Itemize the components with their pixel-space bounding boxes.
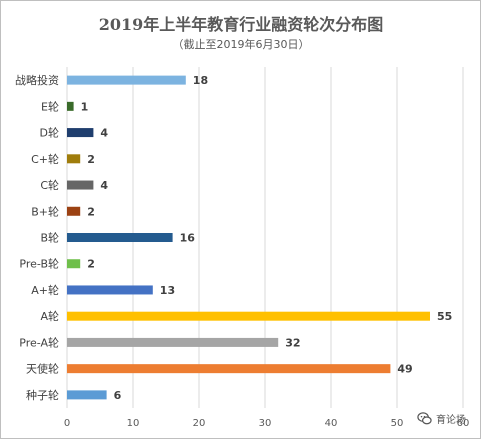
x-tick-label: 0: [64, 418, 70, 429]
bar: [67, 101, 74, 111]
data-label: 4: [100, 127, 108, 140]
chart-subtitle: （截止至2019年6月30日）: [173, 37, 310, 51]
data-label: 13: [160, 284, 175, 297]
x-axis-tick-labels: 0 10 20 30 40 50 60: [64, 418, 470, 429]
category-label: C+轮: [31, 152, 59, 166]
category-label: E轮: [41, 99, 59, 113]
gridlines: [66, 67, 464, 408]
bar: [67, 259, 81, 269]
category-label: D轮: [40, 126, 59, 140]
data-label: 6: [114, 389, 122, 402]
x-tick-label: 10: [127, 418, 140, 429]
chart-title: 2019年上半年教育行业融资轮次分布图: [99, 15, 384, 34]
x-tick-label: 60: [457, 418, 470, 429]
category-label: B轮: [40, 231, 59, 245]
bar: [67, 180, 94, 190]
data-label: 2: [87, 153, 95, 166]
bar: [67, 154, 81, 164]
data-label: 18: [193, 74, 208, 87]
watermark: 育论场: [417, 411, 466, 426]
bar: [67, 364, 391, 374]
bar: [67, 311, 430, 321]
x-tick-label: 30: [259, 418, 272, 429]
data-label: 55: [437, 310, 452, 323]
category-label: 战略投资: [15, 73, 59, 87]
category-label: Pre-A轮: [19, 335, 59, 349]
watermark-text: 育论场: [436, 415, 466, 426]
bar: [67, 233, 173, 242]
x-tick-label: 40: [325, 418, 338, 429]
data-label: 16: [180, 232, 196, 245]
category-label: Pre-B轮: [19, 257, 59, 271]
category-label: A轮: [40, 309, 59, 323]
bars: [67, 75, 430, 400]
category-labels: 战略投资 E轮 D轮 C+轮 C轮 B+轮 B轮 Pre-B轮 A+轮 A轮 Pre-A轮天使轮种子…: [15, 73, 59, 402]
data-label: 2: [87, 205, 95, 218]
bar: [67, 128, 94, 138]
category-label: 天使轮: [26, 362, 59, 376]
data-label: 4: [100, 179, 108, 192]
chat-bubble-icon: [417, 412, 432, 425]
bar: [67, 285, 153, 295]
category-label: C轮: [40, 178, 59, 192]
data-label: 32: [285, 336, 300, 349]
data-label: 49: [397, 363, 412, 376]
category-label: 种子轮: [26, 388, 59, 402]
bar: [67, 206, 81, 216]
category-label: A+轮: [31, 283, 59, 297]
x-tick-label: 50: [391, 418, 404, 429]
bar: [67, 337, 279, 347]
bar: [67, 390, 107, 400]
bar: [67, 75, 186, 85]
category-label: B+轮: [31, 204, 59, 218]
data-label: 2: [87, 258, 95, 271]
data-label: 1: [81, 100, 89, 113]
x-tick-label: 20: [193, 418, 206, 429]
